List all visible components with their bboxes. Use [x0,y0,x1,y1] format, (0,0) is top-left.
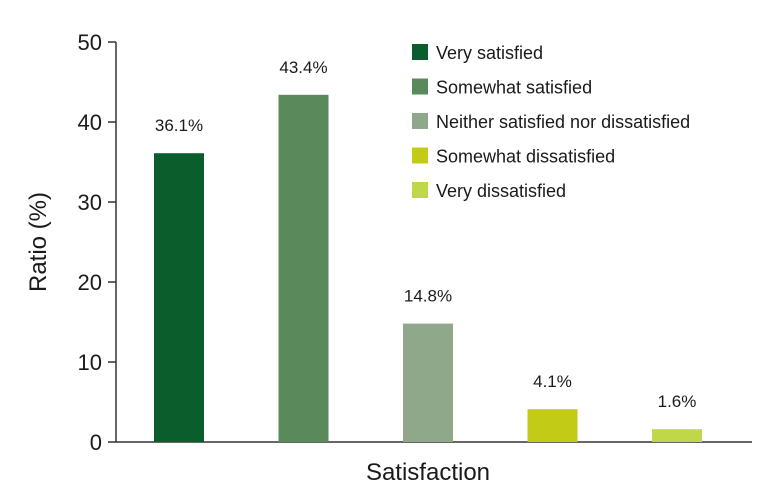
bar [154,153,204,442]
bar-value-label: 36.1% [155,116,203,135]
legend-swatch [412,113,428,129]
legend-swatch [412,44,428,60]
legend-label: Very satisfied [436,43,543,63]
legend-swatch [412,182,428,198]
bar-value-label: 4.1% [533,372,572,391]
bar [278,94,329,443]
y-tick-label: 30 [78,190,102,215]
bar-value-label: 43.4% [279,58,327,77]
y-axis-title: Ratio (%) [25,192,52,292]
data-labels: 36.1% 43.4% 14.8% 4.1% 1.6% [155,58,696,411]
bar [527,409,578,442]
legend: Very satisfied Somewhat satisfied Neither … [412,43,690,201]
y-tick-label: 40 [78,110,102,135]
legend-label: Somewhat satisfied [436,78,592,98]
legend-label: Very dissatisfied [436,181,566,201]
legend-swatch [412,78,428,95]
bar-value-label: 1.6% [658,392,697,411]
bar [652,429,702,442]
legend-label: Somewhat dissatisfied [436,147,615,167]
y-tick-label: 20 [78,270,102,295]
y-tick-label: 10 [78,350,102,375]
bars [154,94,702,443]
legend-swatch [412,147,428,164]
y-tick-label: 0 [90,430,102,455]
y-ticks: 0 10 20 30 40 50 [78,30,116,455]
bar [403,323,453,442]
x-axis-title: Satisfaction [366,459,490,486]
bar-value-label: 14.8% [404,287,452,306]
legend-label: Neither satisfied nor dissatisfied [436,112,690,132]
y-tick-label: 50 [78,30,102,55]
